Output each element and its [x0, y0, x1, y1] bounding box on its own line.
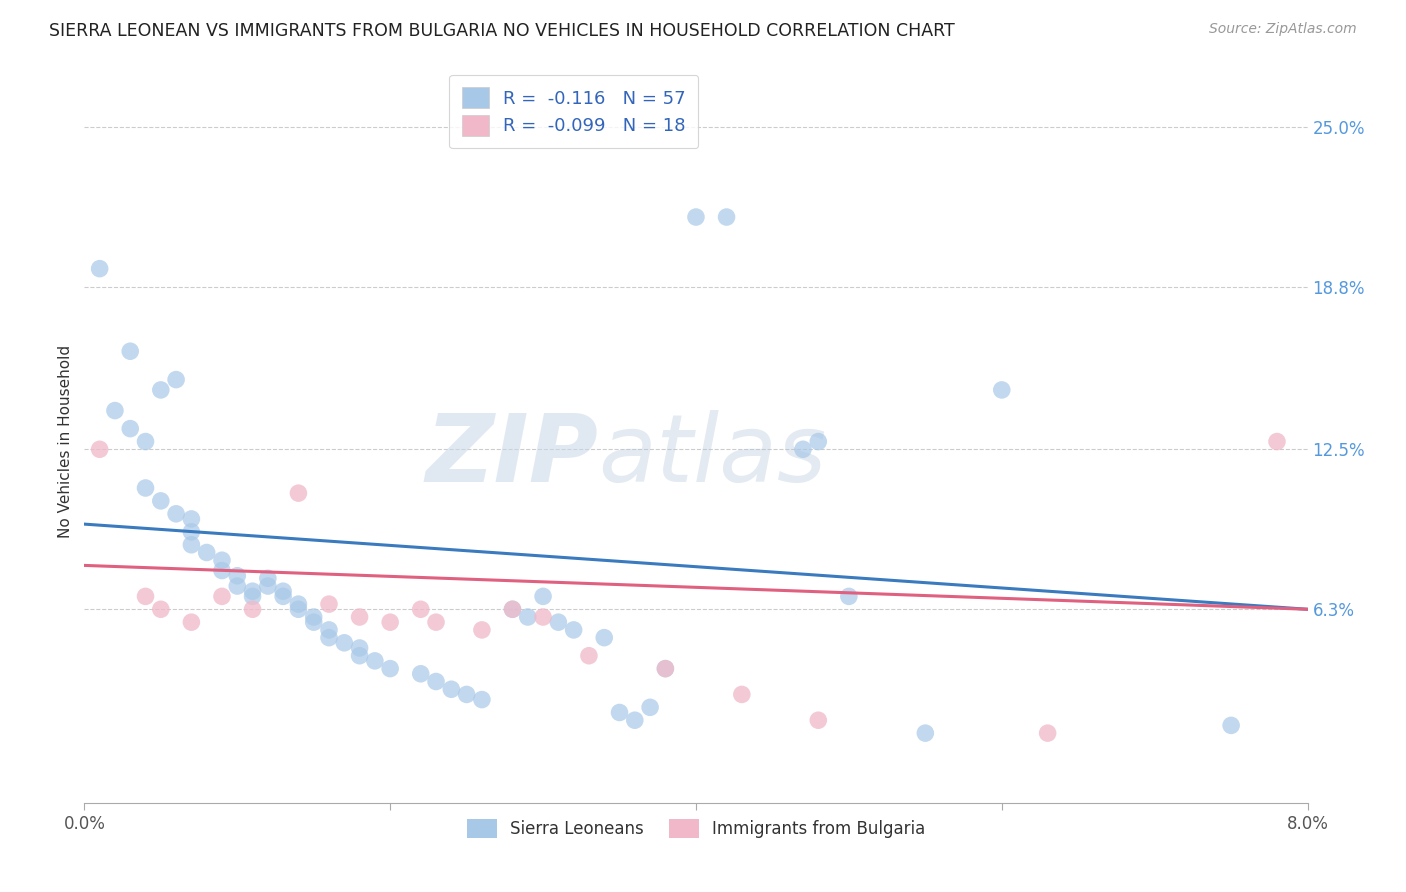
- Point: [226, 568, 249, 582]
- Point: [242, 602, 264, 616]
- Point: [654, 662, 676, 676]
- Point: [180, 615, 202, 630]
- Point: [135, 434, 157, 449]
- Point: [425, 674, 447, 689]
- Point: [226, 579, 249, 593]
- Point: [685, 210, 707, 224]
- Point: [149, 602, 172, 616]
- Point: [716, 210, 738, 224]
- Point: [211, 590, 233, 604]
- Point: [287, 597, 309, 611]
- Point: [149, 494, 172, 508]
- Point: [165, 373, 187, 387]
- Point: [349, 610, 371, 624]
- Text: ZIP: ZIP: [425, 410, 598, 502]
- Point: [807, 434, 830, 449]
- Point: [211, 564, 233, 578]
- Point: [89, 261, 111, 276]
- Point: [609, 706, 631, 720]
- Point: [242, 584, 264, 599]
- Point: [120, 422, 142, 436]
- Point: [318, 623, 340, 637]
- Point: [165, 507, 187, 521]
- Point: [180, 538, 202, 552]
- Point: [531, 590, 554, 604]
- Point: [135, 481, 157, 495]
- Legend: Sierra Leoneans, Immigrants from Bulgaria: Sierra Leoneans, Immigrants from Bulgari…: [460, 813, 932, 845]
- Point: [440, 682, 463, 697]
- Point: [638, 700, 661, 714]
- Point: [807, 713, 830, 727]
- Point: [502, 602, 524, 616]
- Point: [333, 636, 356, 650]
- Point: [380, 662, 402, 676]
- Point: [409, 602, 432, 616]
- Text: Source: ZipAtlas.com: Source: ZipAtlas.com: [1209, 22, 1357, 37]
- Point: [257, 579, 280, 593]
- Point: [1220, 718, 1243, 732]
- Point: [991, 383, 1014, 397]
- Point: [593, 631, 616, 645]
- Point: [104, 403, 127, 417]
- Point: [516, 610, 538, 624]
- Point: [195, 545, 218, 559]
- Point: [211, 553, 233, 567]
- Text: SIERRA LEONEAN VS IMMIGRANTS FROM BULGARIA NO VEHICLES IN HOUSEHOLD CORRELATION : SIERRA LEONEAN VS IMMIGRANTS FROM BULGAR…: [49, 22, 955, 40]
- Point: [792, 442, 814, 457]
- Point: [364, 654, 387, 668]
- Point: [318, 631, 340, 645]
- Point: [654, 662, 676, 676]
- Point: [302, 610, 325, 624]
- Point: [1036, 726, 1059, 740]
- Point: [624, 713, 647, 727]
- Point: [242, 590, 264, 604]
- Point: [1265, 434, 1288, 449]
- Point: [578, 648, 600, 663]
- Point: [149, 383, 172, 397]
- Point: [531, 610, 554, 624]
- Point: [120, 344, 142, 359]
- Point: [547, 615, 569, 630]
- Point: [287, 486, 309, 500]
- Point: [257, 571, 280, 585]
- Point: [271, 584, 294, 599]
- Point: [471, 692, 494, 706]
- Y-axis label: No Vehicles in Household: No Vehicles in Household: [58, 345, 73, 538]
- Point: [180, 524, 202, 539]
- Point: [89, 442, 111, 457]
- Point: [135, 590, 157, 604]
- Point: [731, 687, 754, 701]
- Point: [409, 666, 432, 681]
- Point: [287, 602, 309, 616]
- Point: [425, 615, 447, 630]
- Point: [456, 687, 478, 701]
- Point: [302, 615, 325, 630]
- Point: [180, 512, 202, 526]
- Point: [562, 623, 585, 637]
- Point: [271, 590, 294, 604]
- Point: [914, 726, 936, 740]
- Text: atlas: atlas: [598, 410, 827, 501]
- Point: [380, 615, 402, 630]
- Point: [349, 640, 371, 655]
- Point: [502, 602, 524, 616]
- Point: [318, 597, 340, 611]
- Point: [349, 648, 371, 663]
- Point: [471, 623, 494, 637]
- Point: [838, 590, 860, 604]
